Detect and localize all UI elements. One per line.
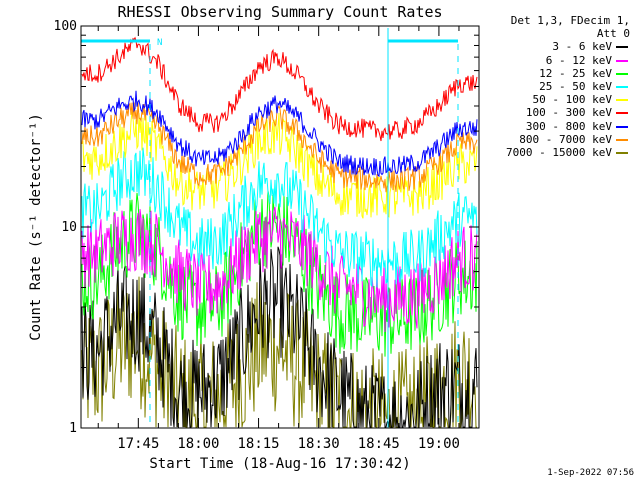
legend-entry: 25 - 50 keV — [478, 80, 630, 93]
legend-entry-label: 7000 - 15000 keV — [506, 145, 612, 159]
legend-entry: 3 - 6 keV — [478, 40, 630, 53]
footer-date: 1-Sep-2022 07:56 — [547, 468, 634, 478]
legend-swatch — [616, 125, 628, 128]
x-tick-label: 19:00 — [418, 436, 460, 452]
x-tick-label: 18:45 — [358, 436, 400, 452]
legend-rows: 3 - 6 keV 6 - 12 keV 12 - 25 keV 25 - 50 ke… — [478, 40, 630, 159]
x-axis-label: Start Time (18-Aug-16 17:30:42) — [149, 456, 410, 472]
series-line-3-6-kev — [81, 246, 478, 428]
legend-entry-label: 100 - 300 keV — [525, 106, 612, 120]
legend-entry: 300 - 800 keV — [478, 120, 630, 133]
legend-entry-label: 25 - 50 keV — [539, 79, 612, 93]
legend-entry-label: 12 - 25 keV — [539, 66, 612, 80]
legend-entry-label: 300 - 800 keV — [525, 119, 612, 133]
legend-swatch — [616, 112, 628, 115]
flag-label-n: N — [157, 38, 162, 48]
legend-swatch — [616, 99, 628, 102]
flag-layer: N — [81, 28, 459, 428]
legend: Det 1,3, FDecim 1, Att 0 3 - 6 keV 6 - 12… — [478, 14, 630, 159]
series-line-6-12-kev — [81, 206, 478, 333]
y-tick-label: 10 — [61, 220, 77, 235]
legend-header-line-1: Det 1,3, FDecim 1, — [510, 14, 630, 27]
series-line-300-800-kev — [81, 90, 478, 178]
legend-entry-label: 800 - 7000 keV — [519, 132, 612, 146]
legend-entry: 100 - 300 keV — [478, 106, 630, 119]
legend-swatch — [616, 138, 628, 141]
x-tick-label: 18:00 — [177, 436, 219, 452]
series-line-100-300-kev — [81, 36, 478, 142]
legend-entry: 50 - 100 keV — [478, 93, 630, 106]
legend-entry-label: 50 - 100 keV — [532, 93, 612, 107]
series-line-25-50-kev — [81, 147, 478, 288]
legend-entry-label: 6 - 12 keV — [545, 53, 612, 67]
y-tick-label: 1 — [69, 421, 77, 436]
legend-swatch — [616, 85, 628, 88]
series-line-50-100-kev — [81, 111, 478, 219]
series-layer — [81, 36, 478, 428]
legend-entry-label: 3 - 6 keV — [552, 40, 612, 54]
chart-title: RHESSI Observing Summary Count Rates — [117, 3, 442, 21]
x-tick-label: 18:15 — [237, 436, 279, 452]
legend-swatch — [616, 46, 628, 49]
axes-layer: 1 10 100 17:45 18:00 18:15 18:30 18:45 19:00 — [54, 19, 479, 452]
legend-swatch — [616, 59, 628, 62]
legend-entry: 7000 - 15000 keV — [478, 146, 630, 159]
legend-swatch — [616, 151, 628, 154]
y-tick-label: 100 — [54, 19, 77, 34]
series-line-7000-15000-kev — [81, 276, 477, 428]
legend-entry: 12 - 25 keV — [478, 67, 630, 80]
x-tick-label: 17:45 — [117, 436, 159, 452]
x-tick-label: 18:30 — [298, 436, 340, 452]
legend-swatch — [616, 72, 628, 75]
legend-entry: 800 - 7000 keV — [478, 133, 630, 146]
legend-entry: 6 - 12 keV — [478, 54, 630, 67]
y-axis-label: Count Rate (s⁻¹ detector⁻¹) — [28, 113, 44, 341]
legend-header-line-2: Att 0 — [596, 27, 630, 41]
